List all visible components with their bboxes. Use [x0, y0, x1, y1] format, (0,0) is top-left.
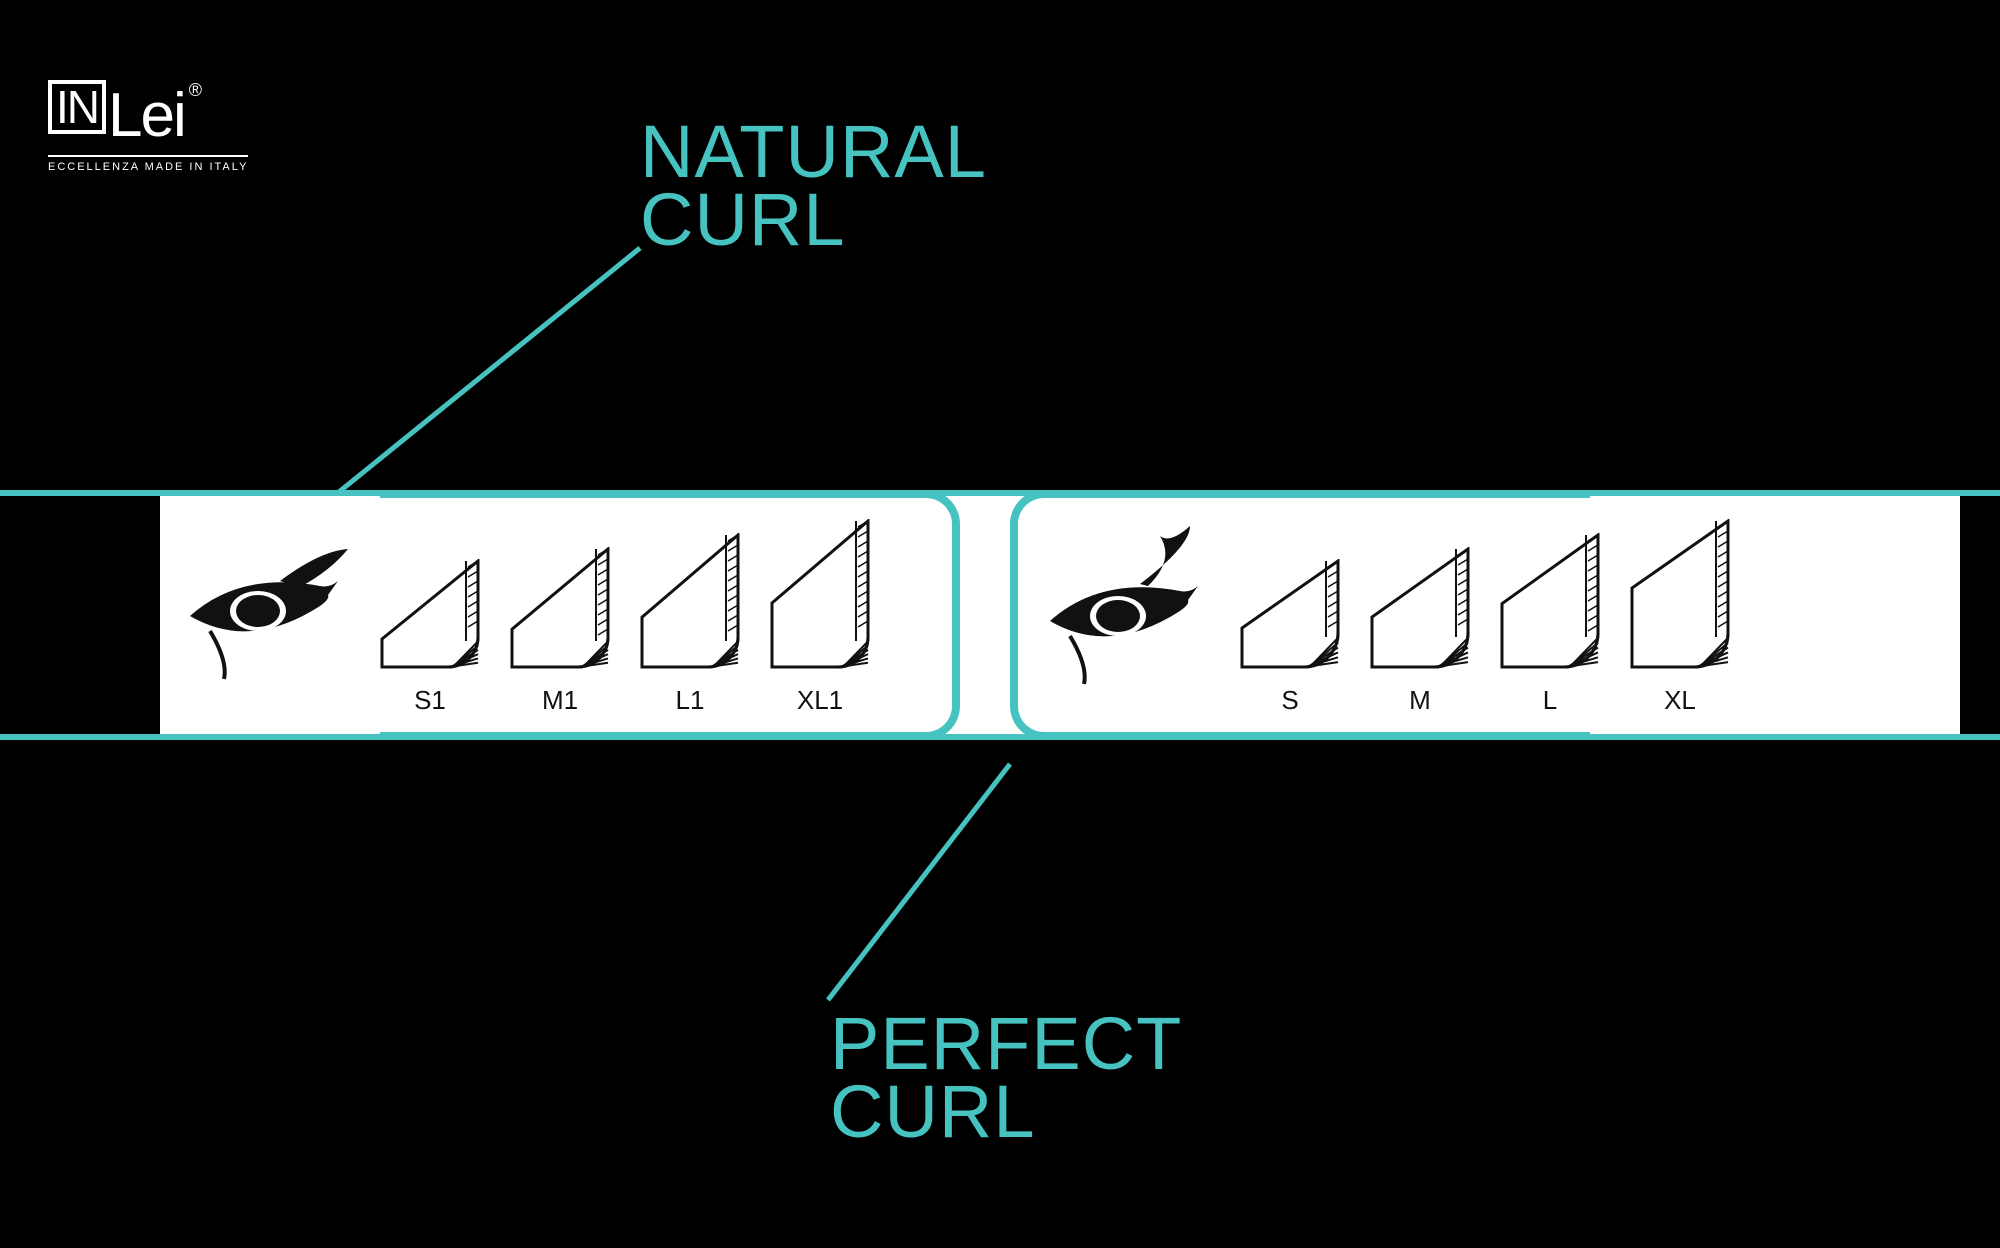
natural-shields-row: S1 M1 L1 XL1: [360, 519, 870, 716]
upper-wing-icon: [280, 549, 348, 587]
registered-mark: ®: [189, 80, 200, 101]
natural-shield-xl1: XL1: [770, 519, 870, 716]
shield-outline: [642, 535, 738, 667]
shield-outline: [1372, 549, 1468, 667]
perfect-shields-row: S M L XL: [1220, 519, 1730, 716]
natural-shield-label: XL1: [797, 685, 843, 716]
eye-pupil: [236, 595, 280, 627]
perfect-shield-l: L: [1500, 533, 1600, 716]
perfect-callout-line: [828, 764, 1010, 1000]
band-bottom-rule: [0, 734, 2000, 740]
natural-curl-title: NATURAL CURL: [640, 118, 987, 254]
natural-eye-icon: [170, 496, 360, 716]
natural-shield-s1: S1: [380, 559, 480, 716]
shield-outline: [1502, 535, 1598, 667]
perfect-shield-m: M: [1370, 547, 1470, 716]
perfect-shield-label: L: [1543, 685, 1557, 716]
shield-outline: [1242, 561, 1338, 667]
lower-lash-icon: [210, 631, 225, 679]
perfect-eye-icon: [1030, 496, 1220, 716]
shield-outline: [512, 549, 608, 667]
perfect-shield-label: XL: [1664, 685, 1696, 716]
comparison-band: S1 M1 L1 XL1: [0, 490, 2000, 740]
natural-shield-l1: L1: [640, 533, 740, 716]
perfect-shield-xl: XL: [1630, 519, 1730, 716]
perfect-curl-title-line2: CURL: [830, 1078, 1182, 1146]
perfect-shield-label: S: [1281, 685, 1298, 716]
perfect-shield-label: M: [1409, 685, 1431, 716]
natural-curl-title-line2: CURL: [640, 186, 987, 254]
perfect-curl-title: PERFECT CURL: [830, 1010, 1182, 1146]
brand-name: IN Lei ®: [48, 80, 248, 151]
natural-shield-label: L1: [676, 685, 705, 716]
natural-shield-m1: M1: [510, 547, 610, 716]
shield-outline: [382, 561, 478, 667]
lower-lash-icon: [1070, 636, 1085, 684]
brand-prefix: IN: [48, 80, 106, 134]
curled-lash-icon: [1140, 526, 1190, 586]
shield-outline: [772, 521, 868, 667]
perfect-curl-title-line1: PERFECT: [830, 1010, 1182, 1078]
eye-pupil: [1096, 600, 1140, 632]
natural-shield-label: S1: [414, 685, 446, 716]
natural-curl-panel: S1 M1 L1 XL1: [170, 496, 950, 734]
brand-logo: IN Lei ® ECCELLENZA MADE IN ITALY: [48, 80, 248, 173]
shield-outline: [1632, 521, 1728, 667]
brand-tagline: ECCELLENZA MADE IN ITALY: [48, 155, 248, 173]
natural-curl-title-line1: NATURAL: [640, 118, 987, 186]
natural-shield-label: M1: [542, 685, 578, 716]
perfect-shield-s: S: [1240, 559, 1340, 716]
perfect-curl-panel: S M L XL: [1030, 496, 1930, 734]
brand-suffix: Lei: [108, 80, 185, 151]
